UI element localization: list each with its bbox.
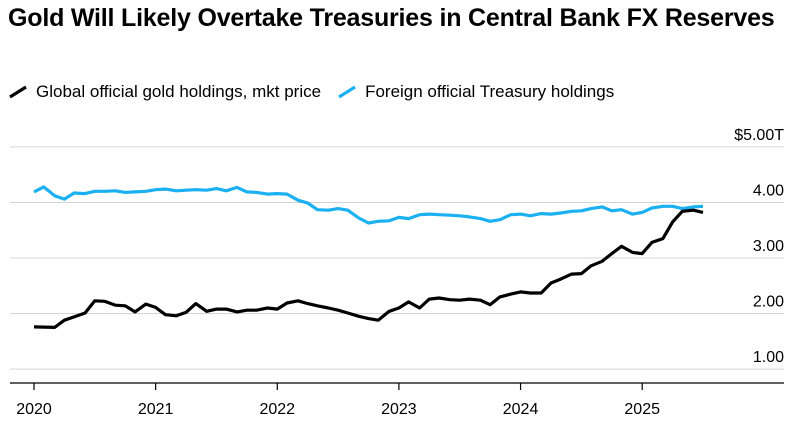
y-tick-label: $5.00T: [734, 127, 784, 144]
chart-title: Gold Will Likely Overtake Treasuries in …: [8, 4, 775, 32]
legend-swatch-gold: [9, 85, 27, 99]
x-tick-label: 2024: [503, 401, 539, 418]
y-tick-label: 1.00: [753, 349, 784, 366]
y-tick-label: 4.00: [753, 182, 784, 199]
legend-item-gold: Global official gold holdings, mkt price: [8, 82, 321, 102]
x-tick-label: 2020: [16, 401, 52, 418]
x-tick-label: 2022: [259, 401, 295, 418]
series-line-treasury: [33, 185, 704, 225]
x-tick-label: 2025: [624, 401, 660, 418]
chart-legend: Global official gold holdings, mkt price…: [8, 80, 630, 104]
y-tick-label: 2.00: [753, 294, 784, 311]
y-tick-label: 3.00: [753, 238, 784, 255]
x-tick-label: 2023: [381, 401, 417, 418]
legend-swatch-treasury: [338, 85, 356, 99]
legend-label-gold: Global official gold holdings, mkt price: [36, 82, 322, 101]
x-tick-label: 2021: [138, 401, 174, 418]
legend-item-treasury: Foreign official Treasury holdings: [337, 82, 614, 102]
series-line-gold: [33, 208, 704, 329]
legend-label-treasury: Foreign official Treasury holdings: [365, 82, 615, 101]
